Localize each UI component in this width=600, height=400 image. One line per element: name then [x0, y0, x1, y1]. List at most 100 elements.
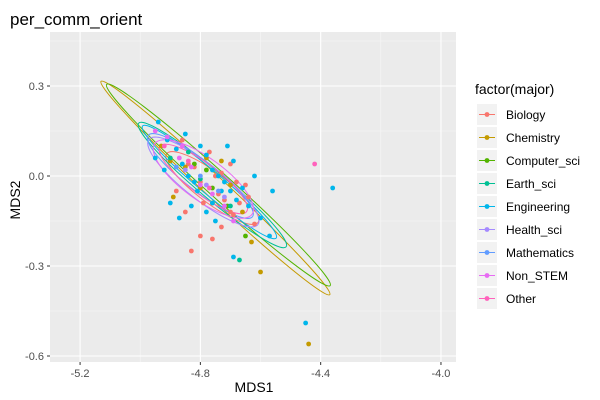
data-points — [152, 119, 336, 347]
point-chemistry — [219, 158, 224, 164]
point-engineering — [234, 197, 239, 203]
legend-title: factor(major) — [475, 81, 554, 97]
ellipse-non-stem — [152, 139, 255, 219]
point-non-stem — [164, 134, 170, 140]
point-engineering — [203, 152, 209, 158]
point-engineering — [176, 215, 182, 221]
legend-label-chemistry: Chemistry — [506, 131, 560, 145]
legend-label-other: Other — [506, 292, 536, 306]
point-engineering — [240, 185, 245, 191]
x-tick-label: -5.2 — [71, 368, 90, 380]
point-engineering — [185, 173, 191, 179]
point-engineering — [155, 119, 161, 125]
point-chemistry — [306, 341, 312, 347]
point-health-sci — [182, 167, 188, 173]
y-tick-label: -0.6 — [25, 351, 44, 363]
point-engineering — [152, 155, 158, 161]
point-biology — [173, 188, 179, 194]
point-non-stem — [188, 164, 194, 170]
point-engineering — [179, 161, 185, 167]
legend-key-point — [484, 135, 490, 140]
x-tick-label: -4.4 — [311, 368, 330, 380]
x-tick-label: -4.8 — [191, 368, 210, 380]
point-chemistry — [228, 182, 233, 188]
point-engineering — [258, 215, 263, 221]
point-engineering — [210, 167, 215, 173]
point-engineering — [188, 203, 194, 209]
point-computer-sci — [191, 161, 197, 167]
ellipse-mathematics — [146, 133, 254, 219]
point-non-stem — [152, 128, 158, 134]
point-biology — [188, 248, 194, 254]
point-biology — [231, 212, 236, 218]
x-axis-title: MDS1 — [235, 379, 274, 395]
point-other — [206, 185, 212, 191]
legend-label-biology: Biology — [506, 108, 545, 122]
point-chemistry — [258, 269, 263, 275]
point-biology — [243, 182, 248, 188]
point-biology — [228, 209, 233, 215]
point-biology — [219, 170, 224, 176]
point-engineering — [222, 179, 227, 185]
y-tick-label: -0.3 — [25, 261, 44, 273]
point-engineering — [167, 200, 173, 206]
point-computer-sci — [203, 167, 209, 173]
plot-panel — [50, 32, 456, 362]
legend-key-point — [484, 181, 490, 186]
point-engineering — [173, 146, 179, 152]
point-engineering — [197, 143, 203, 149]
point-chemistry — [249, 239, 254, 245]
point-engineering — [330, 185, 336, 191]
point-non-stem — [179, 143, 185, 149]
point-engineering — [303, 320, 309, 326]
point-biology — [179, 137, 185, 143]
point-biology — [228, 161, 233, 167]
point-engineering — [267, 233, 272, 239]
point-health-sci — [203, 182, 209, 188]
point-biology — [219, 224, 224, 230]
point-biology — [234, 179, 239, 185]
point-chemistry — [240, 209, 245, 215]
point-engineering — [203, 209, 209, 215]
point-non-stem — [197, 182, 203, 188]
y-tick-label: 0.3 — [29, 81, 44, 93]
legend-key-point — [484, 250, 490, 255]
point-biology — [200, 200, 206, 206]
legend-label-computer-sci: Computer_sci — [506, 154, 580, 168]
y-axis-title: MDS2 — [7, 180, 23, 219]
point-engineering — [225, 143, 230, 149]
point-earth-sci — [237, 257, 242, 263]
point-engineering — [216, 173, 221, 179]
legend-label-health-sci: Health_sci — [506, 223, 562, 237]
point-engineering — [191, 179, 197, 185]
point-engineering — [231, 158, 236, 164]
chart-title: per_comm_orient — [10, 10, 143, 29]
point-other — [312, 161, 318, 167]
point-engineering — [252, 173, 257, 179]
legend-label-mathematics: Mathematics — [506, 246, 574, 260]
point-engineering — [161, 167, 167, 173]
point-computer-sci — [243, 233, 248, 239]
y-axis-ticks: -0.6 -0.3 0.0 0.3 — [25, 81, 50, 363]
point-engineering — [231, 254, 236, 260]
point-biology — [206, 149, 212, 155]
point-non-stem — [210, 191, 215, 197]
legend-key-point — [484, 158, 490, 163]
point-biology — [197, 233, 203, 239]
point-biology — [246, 194, 251, 200]
point-other — [161, 143, 167, 149]
point-biology — [210, 236, 215, 242]
point-engineering — [228, 188, 233, 194]
point-non-stem — [231, 218, 236, 224]
point-biology — [252, 221, 257, 227]
point-biology — [237, 200, 242, 206]
point-mathematics — [173, 164, 179, 170]
x-tick-label: -4.0 — [431, 368, 450, 380]
point-biology — [182, 209, 188, 215]
point-engineering — [270, 188, 275, 194]
point-non-stem — [176, 155, 182, 161]
legend-key-point — [484, 227, 490, 232]
point-engineering — [194, 188, 200, 194]
legend-key-point — [484, 204, 490, 209]
x-axis-ticks: -5.2 -4.8 -4.4 -4.0 — [71, 362, 450, 380]
